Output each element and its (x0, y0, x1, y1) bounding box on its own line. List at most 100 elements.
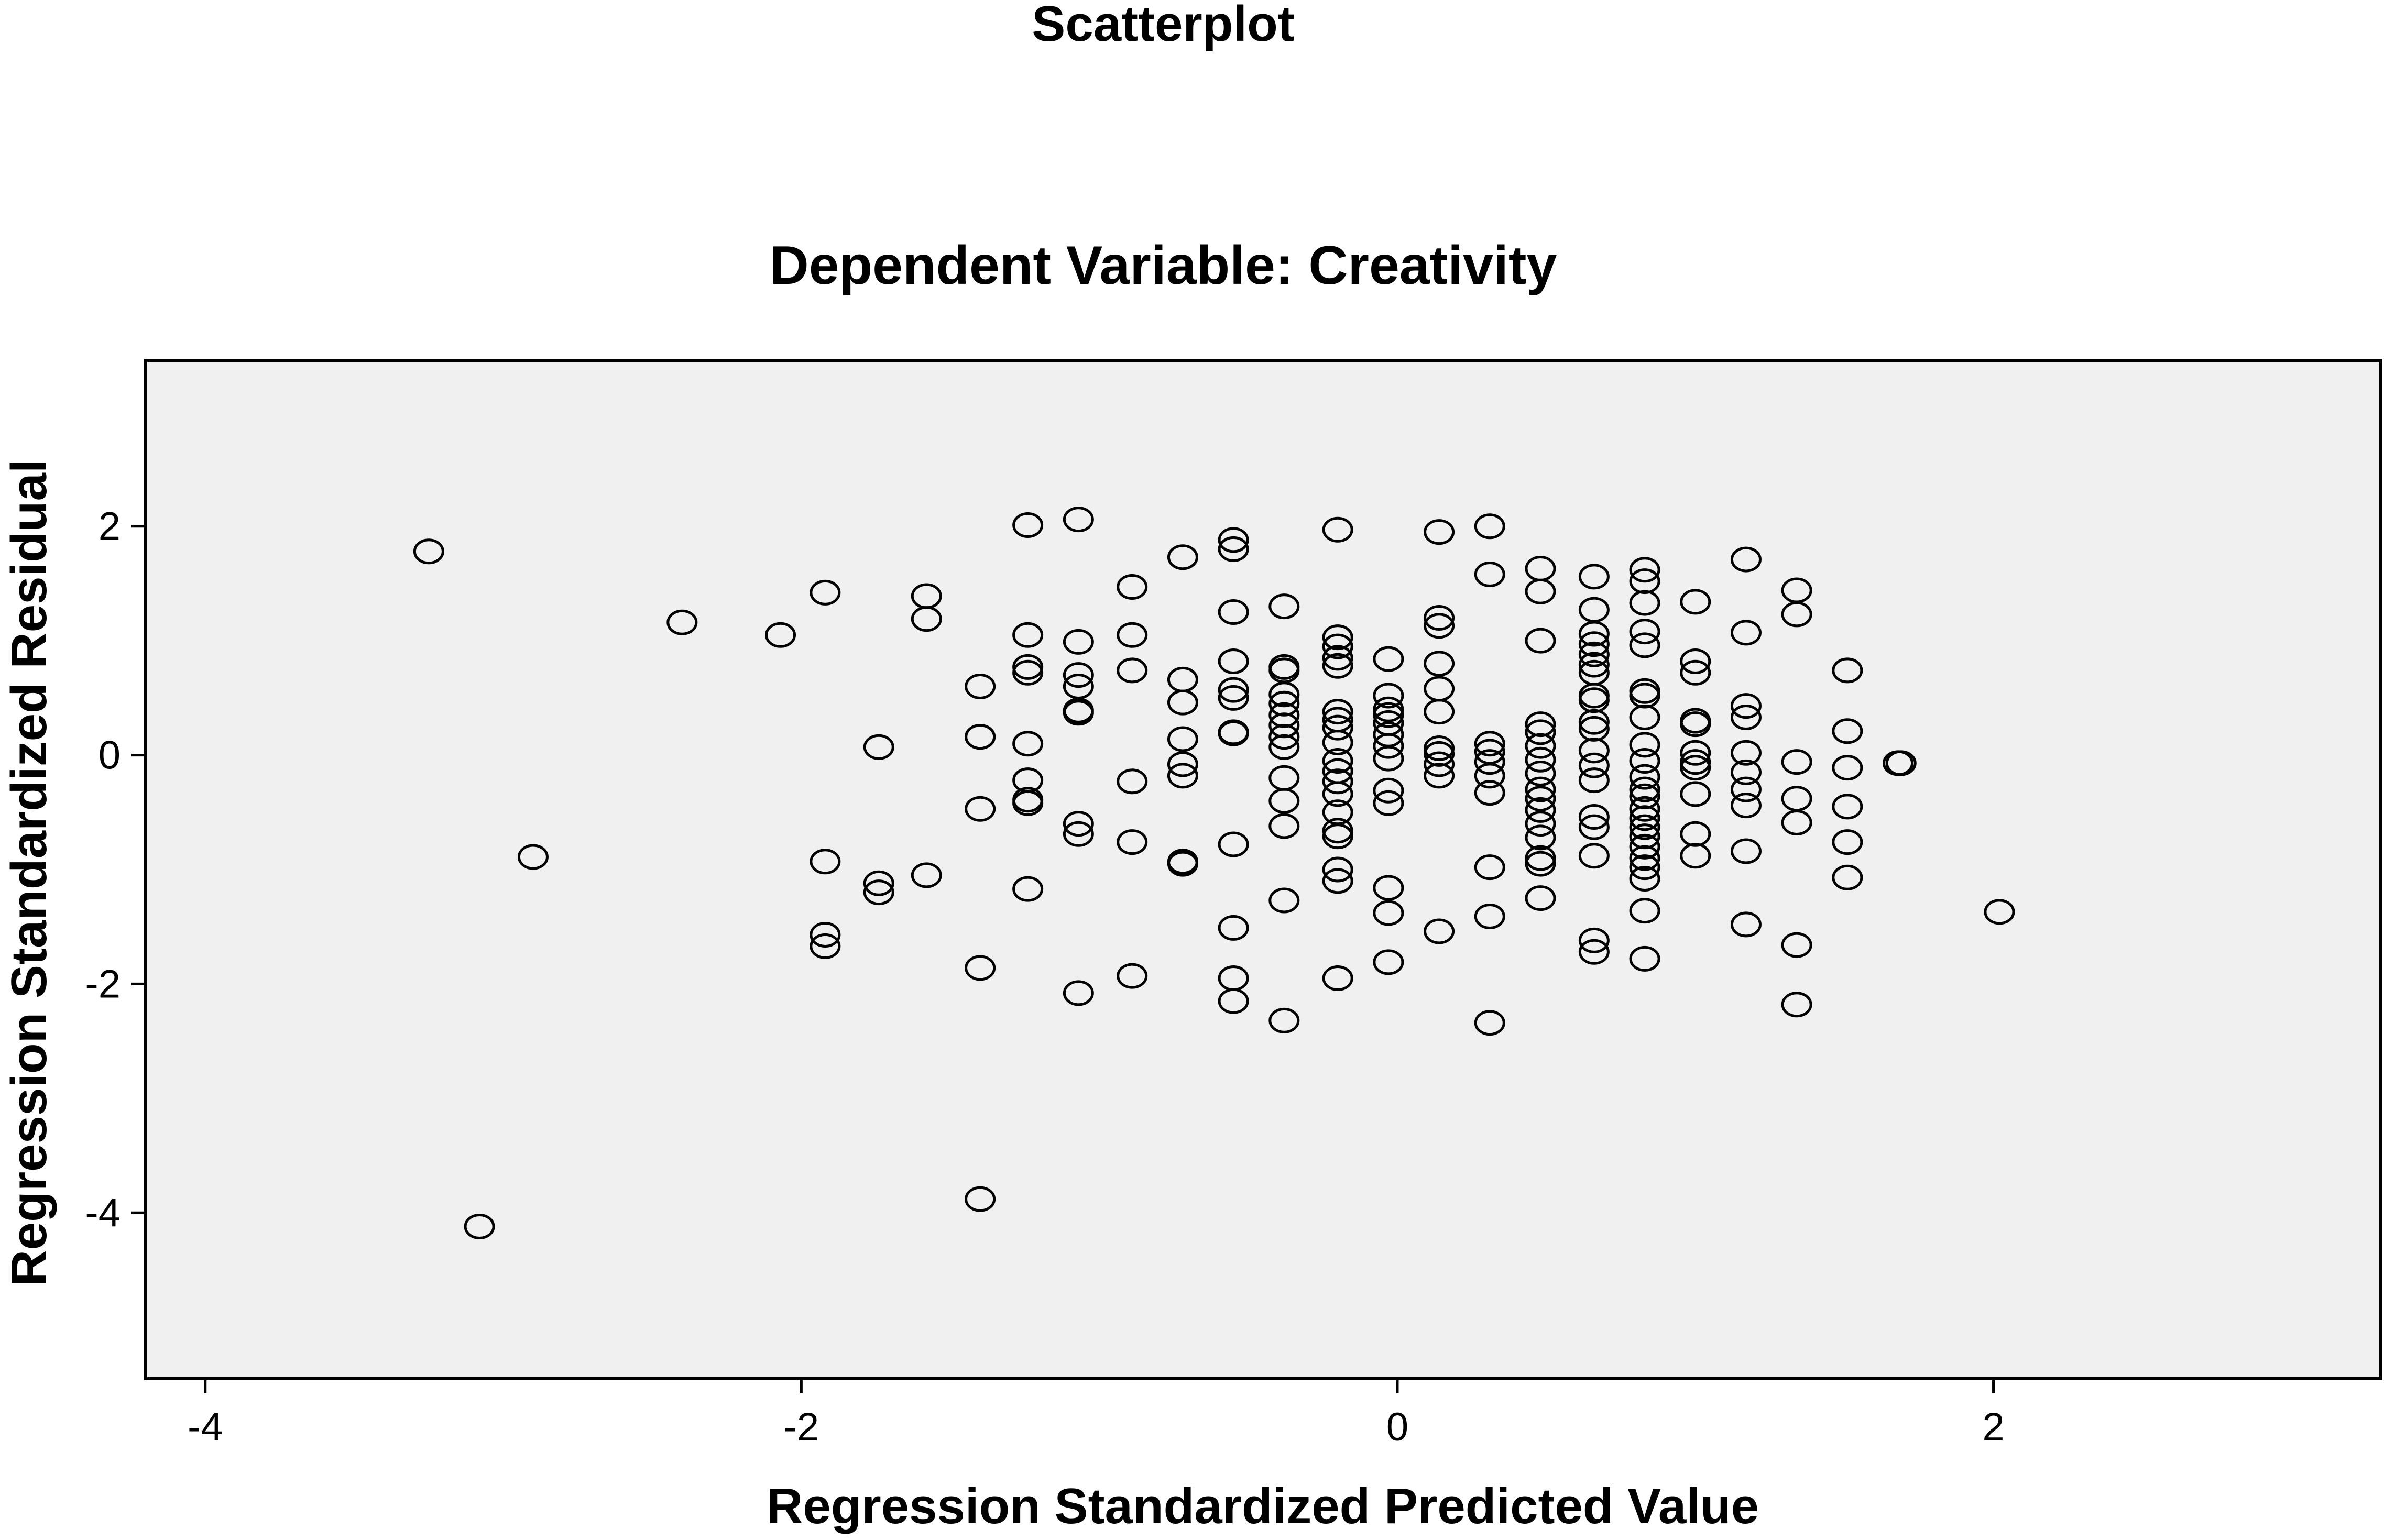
y-axis: 2 0 -2 -4 (85, 504, 146, 1235)
scatter-point (1629, 632, 1660, 658)
x-tick-label: 0 (1386, 1405, 1408, 1449)
scatter-point (1629, 764, 1660, 790)
scatter-point (1474, 561, 1505, 587)
scatter-point (1117, 829, 1148, 855)
scatter-point (1268, 788, 1300, 814)
scatter-point (1268, 681, 1300, 708)
scatter-point (1117, 768, 1148, 795)
scatter-point (1322, 645, 1353, 671)
scatter-point (863, 870, 894, 896)
scatter-point (1832, 657, 1863, 684)
scatter-point (1578, 564, 1610, 590)
scatter-point (1680, 781, 1711, 807)
x-tick-label: 2 (1982, 1405, 2004, 1449)
scatter-point (1680, 648, 1711, 674)
scatter-point (1474, 854, 1505, 881)
scatter-point (1578, 752, 1610, 778)
scatter-point (1578, 939, 1610, 965)
scatter-point (1629, 898, 1660, 924)
scatter-point (1781, 601, 1812, 628)
scatter-point (1117, 574, 1148, 600)
scatter-point (1629, 945, 1660, 972)
scatter-point (1373, 949, 1404, 975)
scatter-point (1167, 726, 1198, 752)
scatter-point (1578, 767, 1610, 794)
scatter-point (1680, 659, 1711, 686)
scatter-point (1578, 738, 1610, 764)
scatter-point (1218, 527, 1249, 553)
scatter-point (1525, 719, 1556, 745)
scatter-point (965, 1186, 996, 1212)
scatter-point (1063, 662, 1094, 688)
scatter-point (1474, 1010, 1505, 1036)
scatter-point (517, 844, 549, 870)
scatter-point (810, 849, 841, 875)
scatter-point (1781, 992, 1812, 1018)
scatter-point (1578, 709, 1610, 735)
scatter-point (1322, 633, 1353, 659)
y-tick-label: -4 (85, 1191, 121, 1235)
scatter-point (1322, 714, 1353, 741)
scatter-point (1832, 829, 1863, 855)
scatter-point (1167, 763, 1198, 789)
scatter-point (1474, 780, 1505, 806)
scatter-point (1268, 1007, 1300, 1033)
scatter-point (1167, 751, 1198, 777)
scatter-point (1629, 805, 1660, 831)
scatter-point (1424, 918, 1455, 944)
scatter-point (1525, 885, 1556, 911)
scatter-point (1578, 621, 1610, 647)
scatter-point (1424, 613, 1455, 639)
scatter-point (911, 606, 942, 632)
scatter-point (1578, 641, 1610, 667)
scatter-point (1730, 776, 1762, 802)
scatter-point (1474, 749, 1505, 775)
scatter-point (1680, 589, 1711, 615)
scatter-point (1629, 845, 1660, 871)
scatter-point (1322, 516, 1353, 543)
scatter-point (1218, 831, 1249, 857)
scatter-point (1424, 699, 1455, 725)
scatter-point (1525, 578, 1556, 604)
scatter-point (1629, 732, 1660, 758)
scatter-point (1268, 724, 1300, 750)
scatter-point (1680, 755, 1711, 781)
x-tick-label: -2 (784, 1405, 819, 1449)
y-tick-label: -2 (85, 962, 121, 1006)
scatter-point (1063, 821, 1094, 847)
scatter-point (1525, 733, 1556, 759)
scatter-point (1218, 720, 1249, 746)
scatter-point (1629, 796, 1660, 822)
scatter-point (1012, 512, 1044, 538)
scatter-point (1322, 768, 1353, 795)
scatter-point (1578, 843, 1610, 869)
scatter-point (1322, 624, 1353, 651)
scatter-point (1525, 845, 1556, 871)
scatter-point (1322, 699, 1353, 725)
scatter-point (1424, 604, 1455, 631)
scatter-point (1322, 781, 1353, 807)
scatter-point (1730, 759, 1762, 785)
scatter-point (1322, 868, 1353, 894)
scatter-point (1629, 865, 1660, 892)
scatter-point (1218, 685, 1249, 711)
scatter-point (810, 579, 841, 606)
scatter-point (1629, 704, 1660, 730)
scatter-point (911, 862, 942, 888)
scatter-point (1525, 628, 1556, 654)
scatter-point (1322, 965, 1353, 992)
scatter-point (1730, 740, 1762, 766)
scatter-point (1322, 730, 1353, 756)
scatter-point (1474, 731, 1505, 757)
scatter-point (1322, 747, 1353, 774)
scatter-point (1167, 851, 1198, 877)
scatter-point (1730, 793, 1762, 819)
scatter-point (1525, 776, 1556, 802)
scatter-point (1218, 915, 1249, 941)
scatter-point (1424, 735, 1455, 761)
scatter-point (1525, 851, 1556, 877)
scatter-point (413, 538, 444, 565)
scatter-point (1680, 711, 1711, 738)
scatter-point (1268, 813, 1300, 839)
